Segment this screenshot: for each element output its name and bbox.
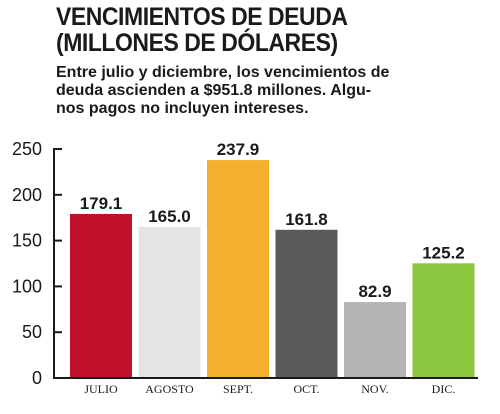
bar-value-label: 237.9 <box>217 140 260 159</box>
y-tick-label: 250 <box>12 139 42 159</box>
chart-title-line-1: VENCIMIENTOS DE DEUDA <box>56 3 348 31</box>
chart-subtitle-line-1: Entre julio y diciembre, los vencimiento… <box>56 64 390 81</box>
bar-agosto <box>138 226 201 378</box>
y-tick-label: 0 <box>32 368 42 388</box>
bar-value-label: 179.1 <box>80 194 123 213</box>
bar-value-label: 125.2 <box>422 243 465 262</box>
x-category-label: AGOSTO <box>145 382 194 396</box>
chart-subtitle: Entre julio y diciembre, los vencimiento… <box>56 64 416 118</box>
x-category-label: NOV. <box>361 382 388 396</box>
bar-oct <box>275 229 338 378</box>
y-tick-label: 150 <box>12 231 42 251</box>
y-tick-label: 100 <box>12 276 42 296</box>
y-tick-label: 50 <box>22 322 42 342</box>
bar-value-label: 165.0 <box>148 207 191 226</box>
chart-subtitle-line-3: nos pagos no incluyen intereses. <box>56 100 309 117</box>
chart-title-line-2: (MILLONES DE DÓLARES) <box>56 29 338 57</box>
x-axis: JULIO AGOSTO SEPT. OCT. NOV. DIC. <box>53 377 478 396</box>
bar-nov <box>344 302 406 378</box>
x-category-label: JULIO <box>84 382 118 396</box>
x-category-label: DIC. <box>432 382 456 396</box>
bar-julio <box>70 213 132 378</box>
x-category-label: OCT. <box>293 382 319 396</box>
bar-sept <box>207 160 269 378</box>
x-category-label: SEPT. <box>223 382 253 396</box>
chart-title: VENCIMIENTOS DE DEUDA (MILLONES DE DÓLAR… <box>56 4 461 56</box>
bar-value-label: 82.9 <box>358 282 391 301</box>
bar-dic <box>412 263 475 378</box>
y-tick-label: 200 <box>12 185 42 205</box>
bars-group: 179.1 165.0 237.9 161.8 82.9 125.2 <box>70 140 475 378</box>
y-axis: 0 50 100 150 200 250 <box>12 139 62 388</box>
bar-value-label: 161.8 <box>285 210 328 229</box>
chart-subtitle-line-2: deuda ascienden a $951.8 millones. Algu- <box>56 82 372 99</box>
